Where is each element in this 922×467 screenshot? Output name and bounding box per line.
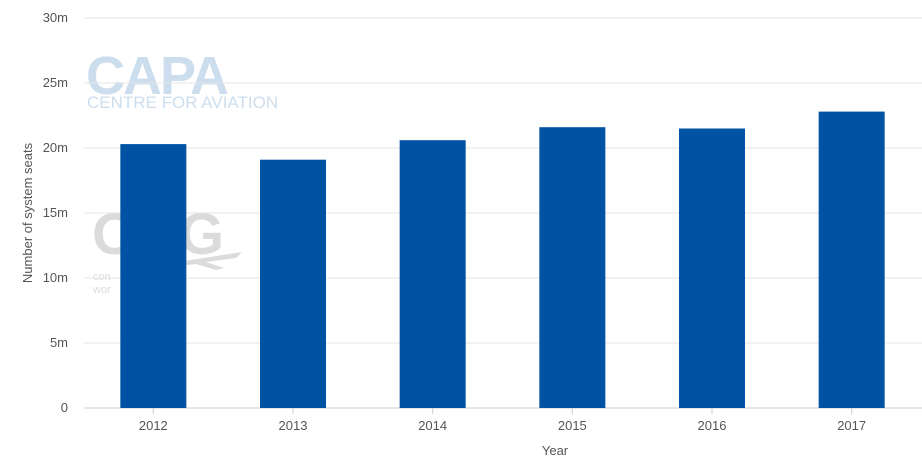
capa-watermark: CAPA CENTRE FOR AVIATION	[86, 46, 278, 112]
bar-2015[interactable]	[539, 127, 606, 408]
x-tick-label: 2017	[837, 418, 866, 433]
bar-2017[interactable]	[818, 111, 885, 408]
y-tick-label: 30m	[43, 10, 68, 25]
y-axis-title: Number of system seats	[20, 142, 35, 283]
y-tick-label: 10m	[43, 270, 68, 285]
x-tick-label: 2015	[558, 418, 587, 433]
x-tick-label: 2013	[279, 418, 308, 433]
y-tick-label: 15m	[43, 205, 68, 220]
bar-2014[interactable]	[399, 140, 466, 408]
airplane-icon	[178, 252, 242, 270]
x-axis: 2012 2013 2014 2015 2016 2017	[139, 408, 866, 433]
y-tick-label: 20m	[43, 140, 68, 155]
x-tick-label: 2014	[418, 418, 447, 433]
bar-2013[interactable]	[260, 159, 326, 408]
y-tick-label: 25m	[43, 75, 68, 90]
x-tick-label: 2016	[698, 418, 727, 433]
capa-subtitle-text: CENTRE FOR AVIATION	[87, 93, 278, 112]
y-tick-label: 5m	[50, 335, 68, 350]
y-axis: 0 5m 10m 15m 20m 25m 30m	[43, 10, 68, 415]
x-tick-label: 2012	[139, 418, 168, 433]
bar-2016[interactable]	[679, 128, 745, 409]
capa-logo-text: CAPA	[86, 46, 228, 106]
x-axis-title: Year	[542, 443, 569, 458]
gridlines	[84, 17, 922, 409]
oag-tagline-2: wor	[92, 284, 111, 296]
oag-tagline-1: con	[93, 271, 111, 283]
y-tick-label: 0	[61, 400, 68, 415]
bar-2012[interactable]	[120, 144, 187, 408]
bars	[120, 111, 885, 409]
